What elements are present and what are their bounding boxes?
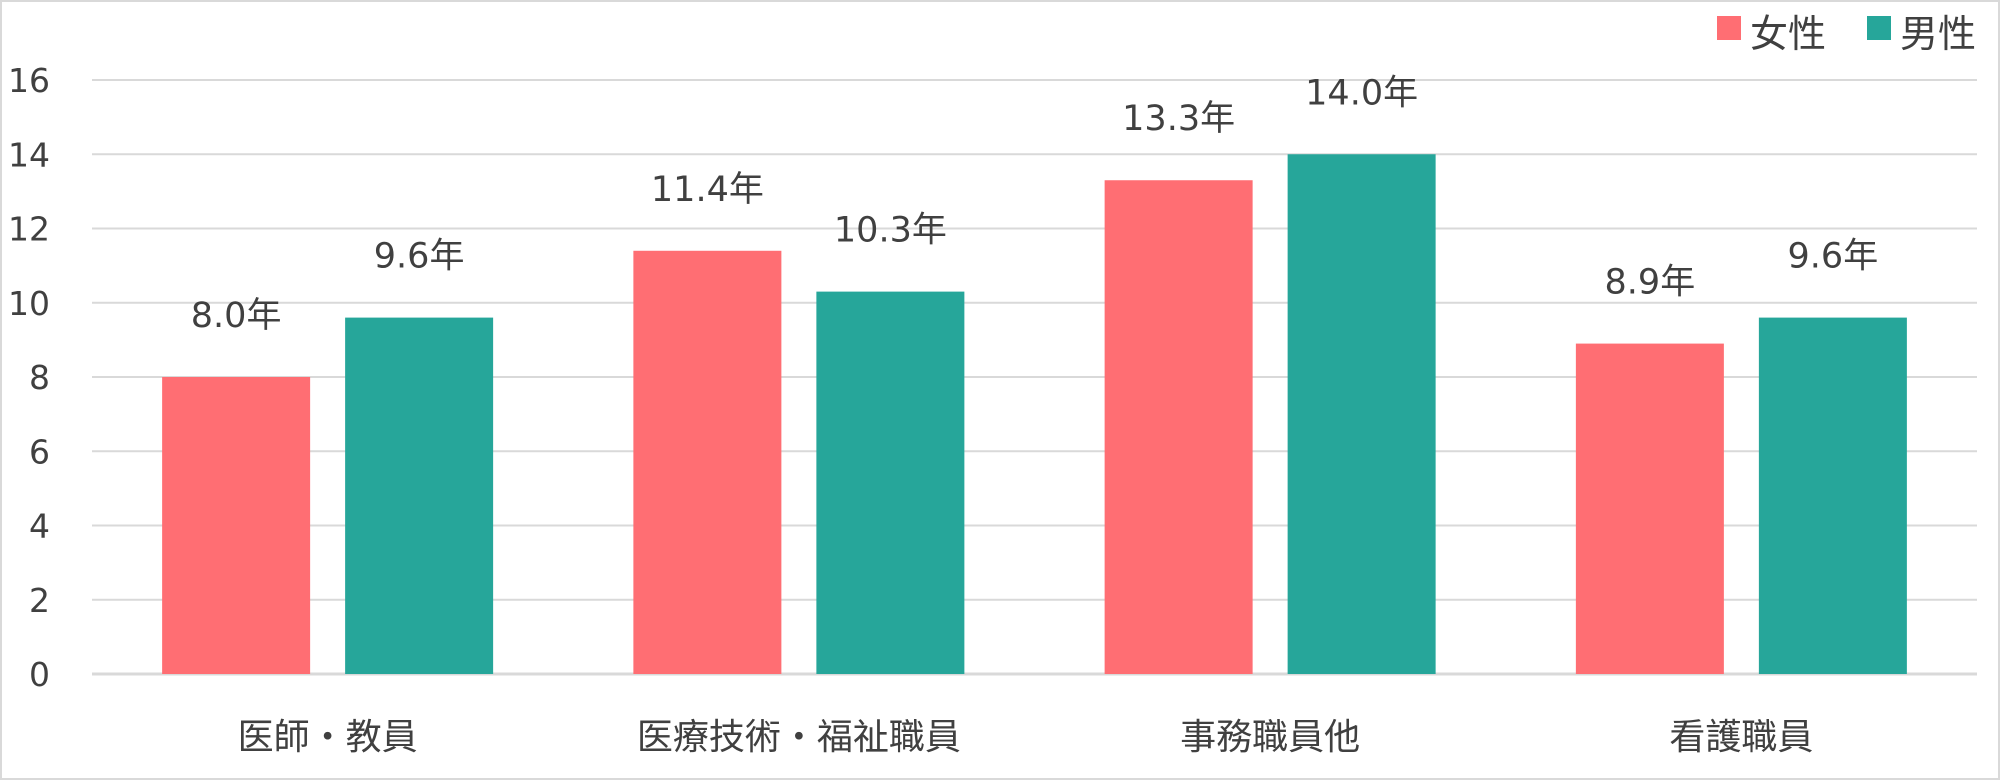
y-tick-label: 12 bbox=[8, 210, 50, 249]
y-tick-label: 4 bbox=[29, 507, 50, 546]
bar-female bbox=[1575, 343, 1724, 674]
data-label: 8.9年 bbox=[1605, 263, 1696, 303]
x-category-label: 看護職員 bbox=[1669, 717, 1813, 758]
y-tick-label: 10 bbox=[8, 284, 50, 323]
bar-female bbox=[633, 250, 782, 674]
bar-female bbox=[1104, 180, 1253, 675]
y-tick-label: 0 bbox=[29, 655, 50, 694]
data-label: 9.6年 bbox=[1788, 237, 1879, 277]
legend-label: 女性 bbox=[1750, 12, 1826, 56]
data-label: 10.3年 bbox=[834, 211, 947, 251]
legend: 女性 男性 bbox=[1717, 12, 1976, 56]
x-category-label: 医療技術・福祉職員 bbox=[637, 717, 961, 758]
y-axis-ticks: 0 2 4 6 8 10 12 14 16 bbox=[8, 61, 50, 694]
x-axis-categories: 医師・教員 医療技術・福祉職員 事務職員他 看護職員 bbox=[238, 717, 1814, 758]
data-label: 14.0年 bbox=[1305, 73, 1418, 113]
bars bbox=[162, 154, 1907, 675]
data-labels: 8.0年 9.6年 11.4年 10.3年 13.3年 14.0年 8.9年 9.6年 bbox=[191, 73, 1878, 336]
bar-male bbox=[345, 317, 494, 674]
data-label: 8.0年 bbox=[191, 296, 282, 336]
legend-swatch bbox=[1867, 16, 1891, 40]
bar-male bbox=[1758, 317, 1907, 674]
data-label: 11.4年 bbox=[651, 170, 764, 210]
bar-male bbox=[816, 291, 965, 674]
legend-label: 男性 bbox=[1900, 12, 1976, 56]
data-label: 9.6年 bbox=[374, 237, 465, 277]
x-category-label: 医師・教員 bbox=[238, 717, 418, 758]
legend-swatch bbox=[1717, 16, 1741, 40]
bar-female bbox=[162, 377, 311, 674]
data-label: 13.3年 bbox=[1122, 99, 1235, 139]
y-tick-label: 2 bbox=[29, 581, 50, 620]
y-tick-label: 8 bbox=[29, 358, 50, 397]
bar-male bbox=[1287, 154, 1436, 674]
y-tick-label: 6 bbox=[29, 432, 50, 471]
x-category-label: 事務職員他 bbox=[1180, 717, 1360, 758]
y-tick-label: 14 bbox=[8, 135, 50, 174]
y-tick-label: 16 bbox=[8, 61, 50, 100]
